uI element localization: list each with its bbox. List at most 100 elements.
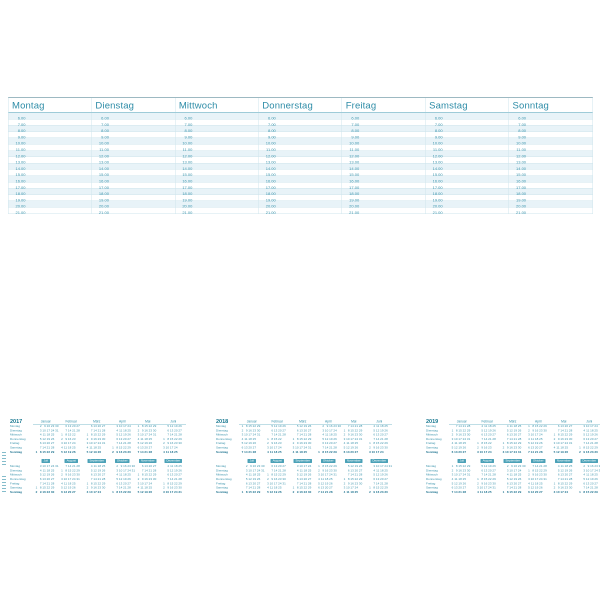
cal-date-slot: 20	[458, 450, 462, 454]
cal-date-slot: 16	[273, 477, 278, 481]
time-row: 18.00 18.00 18.00 18.00 18.00 18.00 18.00	[8, 188, 593, 197]
cal-month-label-september: September	[500, 455, 526, 465]
cal-date-slot: 5	[39, 473, 42, 477]
cal-date-slot: 30	[333, 469, 337, 473]
time-label: 18.00	[98, 191, 109, 197]
cal-weekday-row-samstag: Samstag 7 14 21 28 4 11 18 25 4 11 18 25 1 8 15 22 29 6 13 2…	[10, 446, 186, 450]
cal-month-dates: 1 8 15 22 29	[239, 425, 265, 429]
time-cell: 17.00	[426, 182, 510, 190]
cal-date-slot: 1	[137, 473, 140, 477]
cal-date-slot: 26	[384, 429, 388, 433]
cal-date-slot: 26	[539, 486, 543, 490]
cal-date-slot: 30	[131, 465, 135, 469]
cal-weekday-row-donnerstag: Donnerstag 6 13 20 27 3 10 17 24 31 7 14 21 28 5 12 19 26…	[10, 477, 186, 481]
cal-weekday-label: Dienstag	[10, 429, 22, 433]
cal-date-slot: 20	[350, 450, 354, 454]
time-cell: 9.00	[342, 131, 426, 139]
cal-date-slot: 29	[152, 425, 157, 428]
cal-month-dates: 5 12 19 26	[316, 482, 342, 486]
cal-date-slot: 28	[329, 490, 333, 494]
cal-date-slot: 23	[539, 429, 543, 433]
cal-date-slot: 19	[513, 429, 517, 433]
cal-month-dates: 6 13 20 27	[316, 486, 342, 490]
cal-date-slot: 16	[42, 490, 46, 494]
cal-date-slot: 1	[343, 477, 346, 481]
time-cell: 16.00	[92, 175, 176, 184]
cal-date-slot: 25	[252, 437, 256, 441]
cal-date-slot: 22	[97, 433, 101, 437]
cal-month-label-september: September	[290, 455, 316, 465]
cal-date-slot: 22	[252, 490, 256, 494]
cal-date-slot: 29	[307, 486, 312, 490]
cal-date-slot: 17	[375, 450, 380, 454]
cal-date-slot: 12	[248, 477, 252, 481]
time-label: 12.00	[349, 153, 360, 159]
left-edge-imprint	[2, 452, 6, 466]
cal-month-label-januar: Januar	[449, 420, 475, 425]
time-label: 14.00	[516, 166, 527, 171]
time-row: 19.00 19.00 19.00 19.00 19.00 19.00 19.00	[8, 194, 593, 202]
cal-month-box: September	[293, 459, 313, 464]
cal-date-slot: 12	[375, 473, 380, 477]
cal-date-slot: 4	[86, 446, 89, 450]
cal-date-slot: 2	[477, 446, 479, 450]
time-cell: 11.00	[342, 144, 426, 152]
cal-date-slot: 26	[333, 437, 337, 441]
time-label: 9.00	[518, 134, 527, 140]
cal-date-slot: 15	[458, 465, 462, 469]
time-label: 17.00	[265, 185, 276, 190]
cal-month-dates: 4 11 18 25	[577, 473, 600, 477]
cal-date-slot: 8	[455, 429, 458, 433]
time-cell: 21.00	[259, 207, 343, 215]
cal-month-dates: 7 14 21 28	[449, 490, 475, 494]
cal-date-slot: 7	[373, 437, 375, 441]
cal-date-slot: 22	[174, 482, 178, 486]
cal-date-slot: 29	[307, 437, 312, 441]
time-label: 13.00	[98, 160, 109, 165]
cal-date-slot: 28	[76, 465, 80, 469]
cal-date-slot: 3	[267, 482, 269, 486]
cal-date-slot: 8	[90, 433, 93, 437]
cal-date-slot: 10	[295, 446, 299, 450]
cal-date-slot: 29	[594, 490, 598, 494]
cal-weekday-label: Sonntag	[216, 490, 228, 494]
cal-weekday-row-samstag: Samstag 1 8 15 22 29 5 12 19 26 2 9 16 23 30 7 14 21 28 4 11…	[10, 486, 186, 490]
cal-date-slot: 18	[380, 425, 384, 428]
cal-date-slot: 9	[271, 477, 273, 481]
cal-date-slot: 24	[488, 486, 492, 490]
cal-date-slot: 4	[318, 477, 320, 481]
cal-date-slot: 22	[303, 486, 307, 490]
cal-date-slot: 24	[539, 433, 543, 437]
cal-date-slot: 27	[148, 446, 152, 450]
cal-date-slot: 19	[560, 450, 564, 454]
cal-month-dates: 1 8 15 22	[59, 433, 85, 437]
cal-date-slot: 26	[594, 433, 598, 437]
time-label: 16.00	[98, 178, 109, 184]
cal-month-dates: 1 8 15 22 29	[33, 450, 59, 454]
cal-date-slot: 6	[506, 433, 509, 437]
cal-date-slot: 9	[481, 446, 483, 450]
cal-date-slot: 24	[564, 442, 568, 446]
cal-date-slot: 12	[320, 482, 324, 486]
cal-header-row: 2017 Januar Februar März April Mai Juni	[10, 418, 186, 425]
cal-date-slot: 24	[252, 433, 256, 437]
cal-weekday-row-montag: Montag 2 9 16 23 30 6 13 20 27 6 13 20 27 3 10 17 24 1 8 15 2…	[10, 425, 186, 429]
cal-date-slot: 21	[123, 486, 127, 490]
cal-weekday-row-montag: Montag 3 10 17 24 31 7 14 21 28 4 11 18 25 2 9 16 23 30 6 13…	[10, 465, 186, 469]
cal-weekday-label: Sonntag	[10, 450, 22, 454]
cal-weekday-label: Freitag	[426, 482, 436, 486]
cal-date-slot: 12	[556, 450, 560, 454]
cal-month-dates: 1 8 15 22 29	[500, 442, 526, 446]
time-row: 13.00 13.00 13.00 13.00 13.00 13.00 13.00	[8, 157, 593, 165]
cal-date-slot: 5	[528, 486, 530, 490]
cal-month-dates: 1 8 15 22 29	[577, 490, 600, 494]
cal-weekday-label: Montag	[10, 425, 21, 428]
cal-date-slot: 14	[324, 446, 329, 450]
cal-date-slot: 24	[539, 477, 543, 481]
cal-date-slot: 29	[594, 446, 598, 450]
cal-date-slot: 21	[488, 473, 492, 477]
time-cell: 9.00	[509, 132, 592, 140]
